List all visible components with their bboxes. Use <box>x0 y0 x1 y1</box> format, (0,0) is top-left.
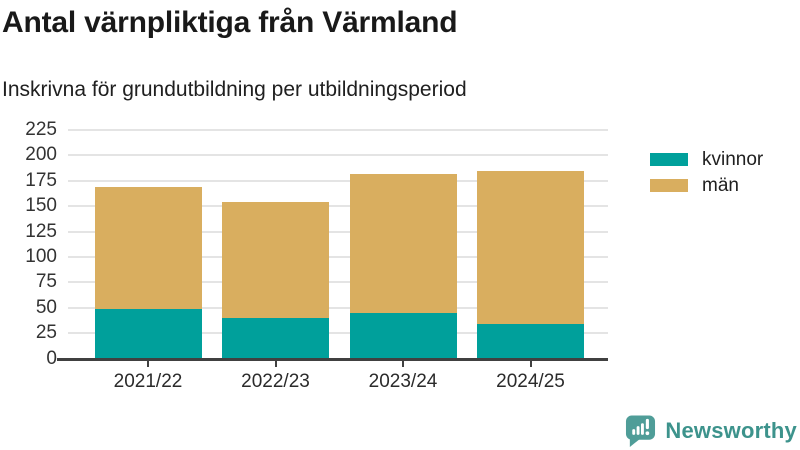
newsworthy-logo-icon <box>626 415 656 447</box>
x-tick <box>147 360 149 367</box>
x-tick <box>274 360 277 367</box>
legend-item-kvinnor: kvinnor <box>650 149 763 170</box>
x-tick-label: 2022/23 <box>241 371 310 392</box>
x-axis-baseline <box>57 357 608 361</box>
legend-label-män: män <box>702 174 739 196</box>
gridline-50 <box>68 306 608 309</box>
y-tick-label: 125 <box>25 220 57 242</box>
chart-title: Antal värnpliktiga från Värmland <box>2 6 458 39</box>
gridline-175 <box>68 179 608 182</box>
x-tick-label: 2023/24 <box>368 371 438 392</box>
gridline-75 <box>68 281 608 284</box>
bar-segment-män <box>349 173 457 313</box>
y-tick-label: 25 <box>35 322 57 344</box>
bar-segment-kvinnor <box>94 308 202 359</box>
bar-segment-män <box>477 170 584 324</box>
gridline-100 <box>68 255 608 258</box>
y-tick-label: 175 <box>25 169 57 191</box>
gridline-125 <box>68 230 608 233</box>
y-tick-label: 100 <box>25 245 57 267</box>
gridline-150 <box>68 205 608 208</box>
watermark-brand: Newsworthy <box>665 418 797 443</box>
bar-segment-kvinnor <box>349 312 457 359</box>
y-tick-label: 225 <box>25 119 57 140</box>
y-tick-label: 0 <box>46 347 57 369</box>
gridline-200 <box>68 154 608 157</box>
watermark: Newsworthy <box>625 414 797 448</box>
legend-label-kvinnor: kvinnor <box>702 148 764 170</box>
gridline-225 <box>68 129 608 131</box>
bar-segment-män <box>94 186 202 309</box>
legend-swatch-kvinnor <box>650 153 688 166</box>
y-tick-label: 50 <box>35 296 57 318</box>
bar-segment-kvinnor <box>222 317 329 359</box>
legend: kvinnor män <box>650 149 763 196</box>
x-tick <box>529 360 532 367</box>
y-tick-label: 150 <box>25 195 57 217</box>
bar-segment-kvinnor <box>477 323 584 359</box>
chart-subtitle: Inskrivna för grundutbildning per utbild… <box>2 78 467 101</box>
gridline-25 <box>68 332 608 335</box>
x-tick-label: 2021/22 <box>113 371 183 392</box>
x-tick <box>402 360 404 367</box>
y-tick-label: 75 <box>35 271 57 293</box>
y-tick-label: 200 <box>25 144 57 166</box>
bar-segment-män <box>222 202 329 318</box>
legend-item-män: män <box>650 175 763 196</box>
x-tick-label: 2024/25 <box>496 371 565 392</box>
legend-swatch-män <box>650 179 688 192</box>
